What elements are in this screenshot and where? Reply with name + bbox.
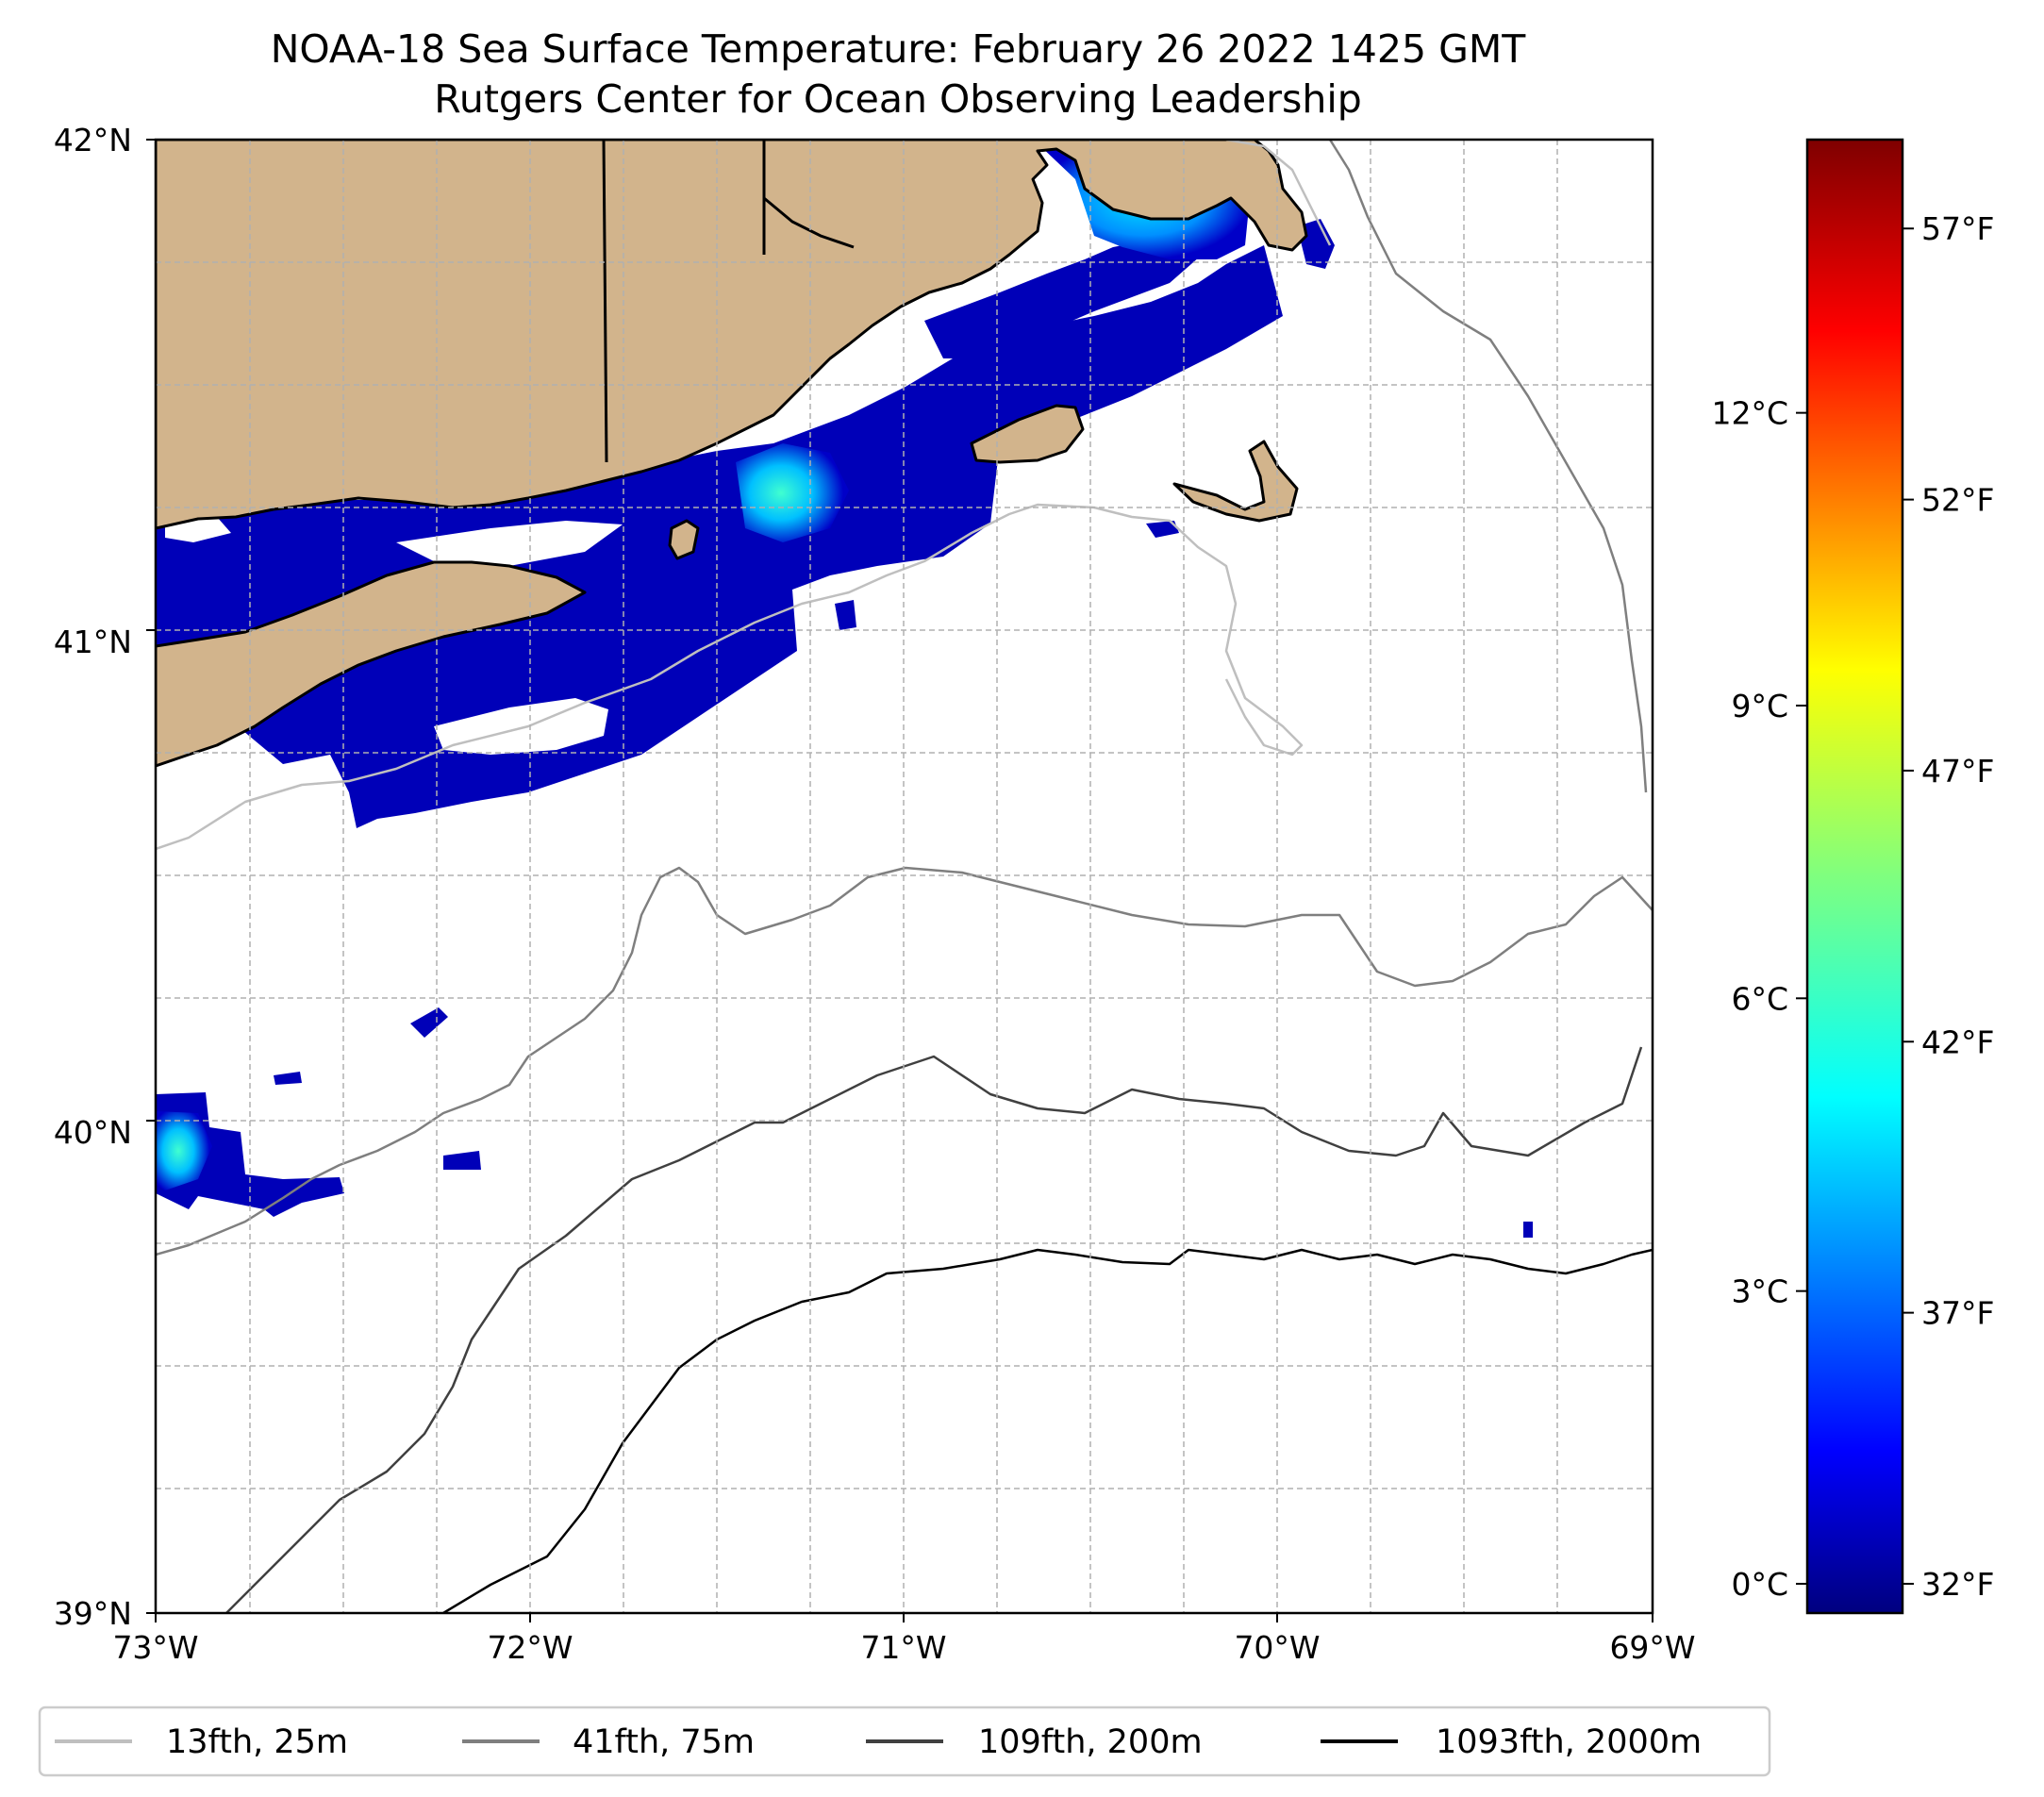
lat-tick-label: 40°N — [54, 1114, 132, 1151]
sst-patch-shelf-small2 — [443, 1151, 481, 1170]
colorbar-celsius-label: 9°C — [1731, 688, 1788, 724]
land-martha-vineyard — [970, 404, 1085, 464]
lon-tick-label: 73°W — [112, 1629, 198, 1666]
sst-patch-southwest-warm — [156, 1111, 212, 1190]
land-nantucket — [1172, 440, 1299, 523]
lon-tick-label: 72°W — [487, 1629, 573, 1666]
sst-patch-shelf-small1 — [410, 1007, 448, 1038]
lon-axis: 73°W 72°W 71°W 70°W 69°W — [112, 1613, 1696, 1666]
state-borders — [602, 140, 855, 463]
bathymetry-legend: 13fth, 25m 41fth, 75m 109fth, 200m 1093f… — [38, 1705, 1771, 1777]
sst-patch-southwest — [156, 1092, 344, 1217]
lat-tick-label: 42°N — [54, 122, 132, 158]
sst-gap-3 — [396, 521, 623, 566]
sst-patch-small-east — [1523, 1222, 1533, 1238]
lon-tick-label: 69°W — [1609, 1629, 1695, 1666]
land-long-island — [156, 560, 587, 768]
map-title-line1: NOAA-18 Sea Surface Temperature: Februar… — [271, 26, 1527, 72]
legend-label-75m: 41fth, 75m — [573, 1723, 755, 1761]
sst-patch-block-island-fringe — [835, 600, 856, 630]
colorbar-fahrenheit-label: 52°F — [1921, 482, 1994, 519]
lon-tick-label: 71°W — [860, 1629, 946, 1666]
lat-axis: 42°N 41°N 40°N 39°N — [54, 122, 156, 1632]
sst-patch-nantucket-fringe — [1146, 521, 1179, 538]
colorbar-celsius-label: 6°C — [1731, 980, 1788, 1017]
colorbar: 0°C 3°C 6°C 9°C 12°C 32°F 37°F 42°F 47°F 52°F 57°… — [1711, 138, 1994, 1615]
colorbar-fahrenheit-label: 57°F — [1921, 210, 1994, 247]
legend-label-25m: 13fth, 25m — [166, 1723, 348, 1761]
land-block-island — [668, 519, 700, 560]
contour-2000m — [442, 1248, 1653, 1613]
lon-tick-label: 70°W — [1234, 1629, 1320, 1666]
border-ny-ct — [602, 140, 608, 463]
legend-label-200m: 109fth, 200m — [978, 1723, 1203, 1761]
map-title-line2: Rutgers Center for Ocean Observing Leade… — [434, 76, 1362, 122]
colorbar-celsius-label: 12°C — [1711, 395, 1788, 432]
colorbar-fahrenheit-label: 47°F — [1921, 753, 1994, 790]
colorbar-fahrenheit-label: 37°F — [1921, 1295, 1994, 1332]
colorbar-celsius-label: 3°C — [1731, 1273, 1788, 1310]
land-layer — [156, 140, 1308, 768]
contour-200m — [225, 1046, 1643, 1613]
contour-75m — [156, 140, 1653, 1256]
colorbar-fahrenheit-axis: 32°F 37°F 42°F 47°F 52°F 57°F — [1903, 210, 1994, 1603]
graticule — [156, 140, 1653, 1613]
colorbar-fahrenheit-label: 32°F — [1921, 1566, 1994, 1603]
sst-patch-shelf-small3 — [274, 1072, 302, 1085]
colorbar-celsius-axis: 0°C 3°C 6°C 9°C 12°C — [1711, 395, 1807, 1603]
colorbar-gradient — [1805, 138, 1904, 1615]
colorbar-celsius-label: 0°C — [1731, 1566, 1788, 1603]
border-ri-ma — [763, 196, 855, 249]
land-new-england — [156, 140, 1308, 530]
legend-label-2000m: 1093fth, 2000m — [1436, 1723, 1702, 1761]
map-panel — [156, 140, 1653, 1613]
contour-25m — [156, 140, 1332, 851]
lat-tick-label: 41°N — [54, 624, 132, 660]
lat-tick-label: 39°N — [54, 1595, 132, 1632]
sst-patch-warm-center — [736, 443, 849, 542]
colorbar-fahrenheit-label: 42°F — [1921, 1023, 1994, 1060]
bathymetry-contours — [156, 140, 1653, 1613]
